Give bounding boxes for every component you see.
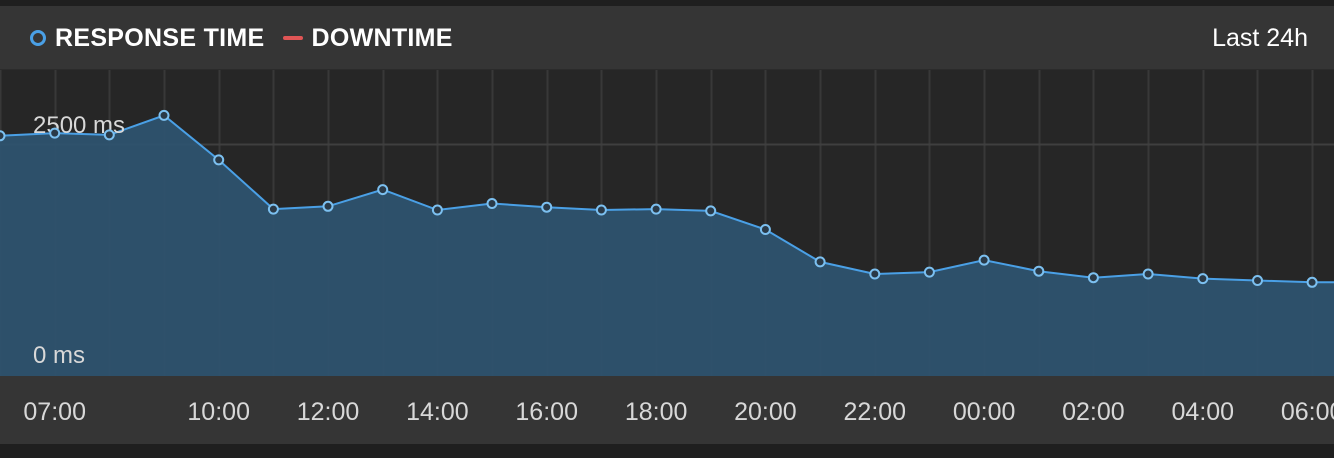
legend-label-downtime: DOWNTIME	[311, 23, 453, 52]
data-point	[267, 203, 279, 215]
x-axis: 07:00 10:00 12:00 14:00 16:00 18:00 20:00 22:00…	[0, 376, 1334, 444]
x-axis-svg: 07:00 10:00 12:00 14:00 16:00 18:00 20:00 22:00…	[23, 398, 1334, 426]
data-point	[49, 127, 61, 139]
response-time-line	[0, 114, 1334, 284]
data-point	[978, 254, 990, 266]
data-point	[1197, 273, 1209, 285]
legend-item-downtime[interactable]: DOWNTIME	[282, 23, 453, 53]
y-tick-label: 0 ms	[33, 342, 85, 369]
x-tick-label: 14:00	[406, 398, 469, 426]
data-point	[213, 154, 225, 166]
dash-icon	[282, 36, 303, 40]
data-point	[1033, 265, 1045, 277]
chart-header: RESPONSE TIME DOWNTIME Last 24h	[0, 6, 1334, 70]
data-point	[759, 224, 771, 235]
data-point	[431, 204, 443, 216]
bottom-edge	[0, 444, 1334, 458]
data-point	[322, 200, 334, 212]
x-tick-label: 20:00	[734, 398, 797, 426]
x-tick-label: 00:00	[953, 398, 1016, 426]
x-tick-label: 22:00	[844, 398, 907, 426]
data-point	[869, 268, 881, 280]
data-point	[541, 201, 553, 213]
response-time-area	[0, 115, 1334, 376]
data-point	[377, 184, 389, 196]
top-edge	[0, 0, 1334, 6]
data-point	[595, 204, 607, 216]
chart-plot-area: 0 ms 2500 ms	[0, 70, 1334, 376]
data-point	[923, 266, 935, 278]
data-point	[705, 205, 717, 217]
data-point	[0, 130, 6, 142]
data-points	[0, 109, 1318, 288]
x-tick-label: 02:00	[1062, 398, 1125, 426]
ring-icon	[30, 30, 46, 46]
legend-item-response-time[interactable]: RESPONSE TIME	[30, 24, 265, 53]
data-point	[486, 198, 498, 209]
chart-legend: RESPONSE TIME DOWNTIME	[30, 6, 453, 70]
x-tick-label: 18:00	[625, 398, 688, 426]
x-tick-label: 12:00	[297, 398, 360, 426]
data-point	[1252, 275, 1263, 286]
data-point	[814, 256, 826, 268]
x-tick-label: 16:00	[515, 398, 578, 426]
data-point	[1087, 272, 1099, 284]
x-tick-label: 06:00	[1281, 398, 1334, 426]
data-point	[158, 109, 170, 121]
legend-label-response-time: RESPONSE TIME	[55, 23, 265, 52]
time-range-selector[interactable]: Last 24h	[1212, 24, 1308, 52]
x-tick-label: 04:00	[1172, 398, 1235, 426]
x-tick-label: 07:00	[23, 398, 86, 426]
data-point	[1306, 276, 1318, 288]
data-point	[1142, 268, 1154, 280]
data-point	[650, 203, 662, 215]
x-tick-label: 10:00	[187, 398, 250, 426]
data-point	[103, 129, 115, 141]
